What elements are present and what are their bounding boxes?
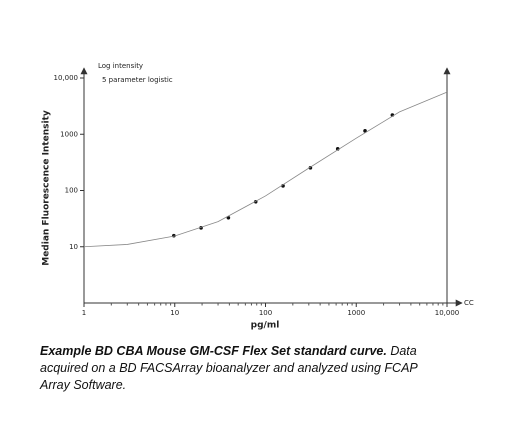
x-tick-label: 100: [259, 309, 272, 317]
x-tick-label: 10,000: [435, 309, 460, 317]
x-tick-label: 1: [82, 309, 86, 317]
fit-curve: [83, 91, 448, 248]
chart: Log intensity 5 parameter logistic CC Me…: [42, 62, 474, 331]
y-axis-label: Median Fluorescence Intensity: [42, 110, 52, 266]
x-axis-label: pg/ml: [251, 321, 280, 331]
y-tick-label: 100: [65, 187, 78, 195]
x-tick-label: 1000: [347, 309, 365, 317]
caption: Example BD CBA Mouse GM-CSF Flex Set sta…: [40, 343, 440, 394]
x-end-label: CC: [464, 299, 474, 307]
y-annotation: Log intensity: [98, 62, 143, 70]
x-tick-label: 10: [170, 309, 179, 317]
legend-label: 5 parameter logistic: [102, 76, 173, 84]
y-tick-label: 10: [69, 243, 78, 251]
caption-title: Example BD CBA Mouse GM-CSF Flex Set sta…: [40, 344, 387, 358]
caption-text: Data acquired on a BD FACSArray bioanaly…: [40, 344, 418, 392]
data-point: [363, 129, 367, 133]
y-tick-label: 1000: [60, 130, 78, 138]
y-tick-label: 10,000: [54, 74, 79, 82]
